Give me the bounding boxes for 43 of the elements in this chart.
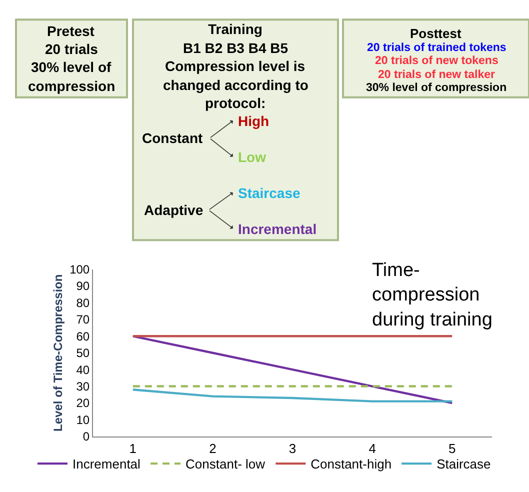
text: protocol: (205, 95, 266, 111)
x-tick-label: 5 (448, 441, 456, 456)
text: Pretest (47, 23, 95, 39)
text: 20 trials of new talker (378, 69, 496, 81)
text: High (238, 113, 270, 129)
x-tick-label: 4 (368, 441, 376, 456)
x-tick-label: 2 (209, 441, 216, 456)
text: Staircase (238, 185, 300, 201)
y-tick-label: 80 (76, 296, 90, 310)
text: 20 trials of new tokens (375, 55, 498, 67)
y-tick-label: 70 (76, 312, 90, 327)
text: B1 B2 B3 B4 B5 (183, 40, 288, 56)
text: 30% level of (31, 59, 112, 75)
line-series (132, 388, 454, 402)
text: Constant (142, 130, 203, 146)
legend-label: Constant- low (186, 456, 266, 472)
text: Compression level is (165, 58, 306, 74)
text: 20 trials of trained tokens (367, 42, 506, 54)
legend-label: Staircase (436, 456, 491, 472)
text: Time-compression during training (372, 260, 492, 330)
text: Incremental (238, 221, 317, 237)
y-tick-label: 30 (76, 379, 90, 394)
x-tick-label: 1 (129, 441, 137, 456)
legend-label: Constant-high (310, 456, 392, 472)
y-tick-label: 40 (76, 362, 90, 377)
legend-label: Incremental (72, 456, 141, 472)
text: Adaptive (144, 202, 204, 218)
y-tick-label: 60 (76, 329, 90, 344)
text: changed according to (163, 77, 308, 93)
y-tick-label: 10 (76, 412, 90, 427)
text: compression (28, 78, 116, 94)
y-tick-label: 100 (70, 262, 90, 277)
y-tick-label: 90 (76, 279, 90, 294)
text: Low (238, 149, 266, 165)
text: Training (208, 21, 262, 37)
y-axis-title: Level of Time-Compression (50, 274, 65, 432)
text: Posttest (410, 26, 462, 41)
y-tick-label: 50 (76, 346, 90, 360)
x-tick-label: 3 (288, 441, 296, 456)
y-tick-label: 0 (82, 430, 90, 444)
text: 30% level of compression (366, 82, 507, 94)
text: 20 trials (45, 41, 98, 57)
y-tick-label: 20 (76, 396, 90, 410)
